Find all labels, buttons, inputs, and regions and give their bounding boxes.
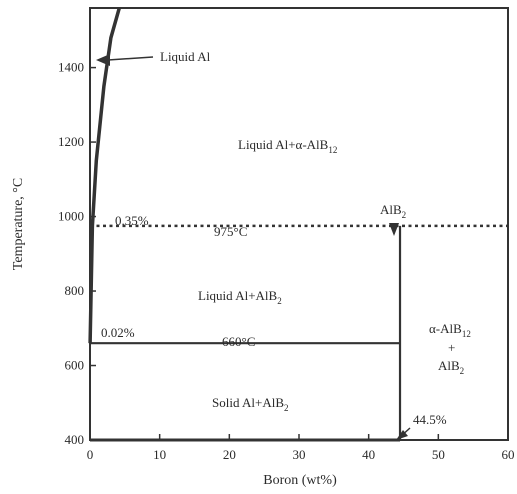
label-alpha-alb12-main: α-AlB [429, 321, 462, 336]
label-44-5-pct: 44.5% [413, 412, 447, 427]
label-liquid-al-alb2-main: Liquid Al+AlB [198, 288, 278, 303]
label-alpha-alb2-main: AlB [438, 358, 460, 373]
label-alb2-top-sub: 2 [402, 210, 407, 220]
x-tick-label: 50 [432, 447, 445, 462]
label-liquid-al-alb2: Liquid Al+AlB2 [198, 288, 282, 306]
arrow-liquid-al [96, 54, 154, 66]
y-axis-label: Temperature, °C [11, 178, 26, 270]
x-axis-label: Boron (wt%) [263, 473, 337, 488]
y-tick-label: 1000 [58, 209, 84, 224]
label-0-02-pct: 0.02% [101, 325, 135, 340]
label-liquid-al-alb2-sub: 2 [277, 296, 282, 306]
label-liquid-al: Liquid Al [160, 49, 211, 64]
y-tick-label: 400 [65, 432, 85, 447]
x-tick-label: 0 [87, 447, 94, 462]
label-solid-al-alb2-sub: 2 [284, 403, 289, 413]
label-alb2-top: AlB2 [380, 202, 406, 220]
label-liquid-al-alpha-alb12-sub: 12 [328, 145, 337, 155]
y-tick-label: 800 [65, 283, 85, 298]
plot-frame [89, 7, 509, 441]
label-alpha-alb12-sub: 12 [462, 329, 471, 339]
liquidus-curve [88, 7, 121, 344]
arrow-44-5 [396, 427, 411, 440]
x-tick-label: 10 [153, 447, 166, 462]
x-tick-label: 30 [293, 447, 306, 462]
y-tick-label: 1400 [58, 60, 84, 75]
label-solid-al-alb2-main: Solid Al+AlB [212, 395, 284, 410]
x-tick-label: 40 [362, 447, 375, 462]
arrow-alb2 [389, 223, 399, 236]
y-tick-label: 1200 [58, 134, 84, 149]
label-plus: + [448, 340, 455, 355]
label-975c: 975°C [214, 224, 247, 239]
label-solid-al-alb2: Solid Al+AlB2 [212, 395, 289, 413]
x-axis-ticks: 0 10 20 30 40 50 60 [87, 434, 515, 462]
label-alpha-alb2-sub: 2 [460, 366, 465, 376]
label-liquid-al-alpha-alb12: Liquid Al+α-AlB12 [238, 137, 337, 155]
label-0-35-pct: 0.35% [115, 213, 149, 228]
label-alpha-alb2: AlB2 [438, 358, 464, 376]
x-tick-label: 20 [223, 447, 236, 462]
label-alb2-top-main: AlB [380, 202, 402, 217]
x-tick-label: 60 [502, 447, 515, 462]
label-liquid-al-alpha-alb12-main: Liquid Al+α-AlB [238, 137, 329, 152]
y-tick-label: 600 [65, 358, 85, 373]
label-660c: 660°C [222, 334, 255, 349]
label-alpha-alb12: α-AlB12 [429, 321, 471, 339]
